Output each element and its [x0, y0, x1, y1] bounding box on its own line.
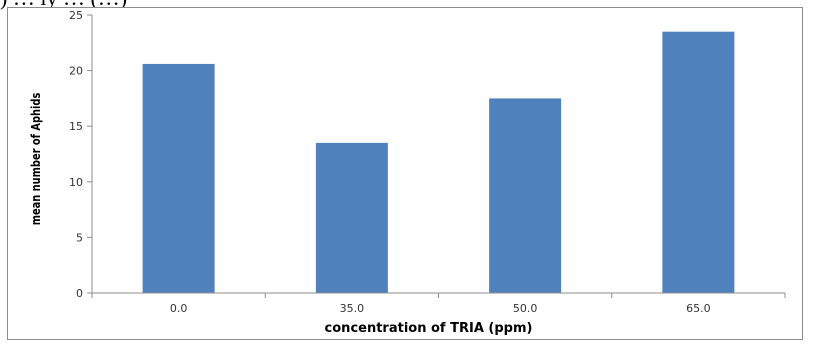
y-axis-title: mean number of Aphids	[29, 92, 43, 225]
bar-50-0	[489, 98, 562, 294]
y-tick-label: 10	[69, 176, 83, 189]
bar-0-0	[142, 63, 215, 293]
y-tick-label: 5	[76, 231, 83, 244]
x-axis-ticks: 0.0 35.0 50.0 65.0	[91, 293, 786, 315]
y-axis-ticks: 0 5 10 15 20 25	[69, 9, 92, 300]
x-axis-title: concentration of TRIA (ppm)	[325, 321, 533, 336]
y-tick-label: 25	[69, 9, 83, 22]
y-tick-label: 0	[76, 287, 83, 300]
y-tick-label: 15	[69, 120, 83, 133]
x-tick-label: 65.0	[686, 302, 711, 315]
bar-35-0	[315, 142, 388, 293]
x-tick-label: 0.0	[170, 302, 188, 315]
cropped-caption-text: ) … ly … (…)	[0, 0, 814, 10]
x-tick-label: 35.0	[340, 302, 365, 315]
x-tick-label: 50.0	[513, 302, 538, 315]
bars-group	[142, 31, 735, 294]
y-tick-label: 20	[69, 65, 83, 78]
bar-65-0	[662, 31, 735, 294]
